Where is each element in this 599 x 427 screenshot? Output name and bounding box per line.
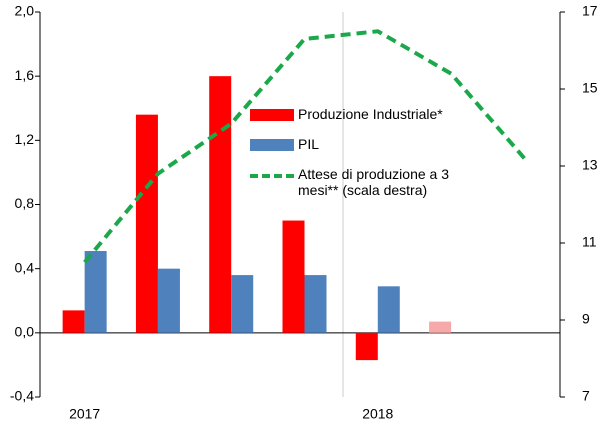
y-tick-label: 0,0 [15, 324, 35, 340]
legend-label: Produzione Industriale* [298, 106, 443, 122]
legend-swatch [250, 109, 294, 121]
bar [135, 114, 158, 333]
y-tick-label: 1,2 [15, 131, 35, 147]
y2-tick-label: 13 [582, 157, 598, 173]
legend-swatch [250, 139, 294, 151]
bar [209, 76, 232, 333]
bar [304, 275, 327, 333]
bar [355, 332, 378, 361]
bar [377, 286, 400, 333]
legend: Produzione Industriale* PIL Attese di prod… [250, 106, 490, 212]
x-tick-label: 2017 [69, 406, 100, 422]
line [83, 29, 526, 264]
legend-swatch [250, 174, 294, 178]
y-tick-label: 0,4 [15, 259, 35, 275]
bar [282, 220, 305, 333]
legend-label: Attese di produzione a 3 mesi** (scala d… [298, 166, 449, 198]
y2-tick-label: 9 [582, 311, 590, 327]
legend-item: Attese di produzione a 3 mesi** (scala d… [250, 166, 490, 198]
bar [429, 321, 452, 333]
y2-tick-label: 17 [582, 3, 598, 19]
y2-tick-label: 7 [582, 388, 590, 404]
bar [157, 268, 180, 333]
y-tick-label: 2,0 [15, 3, 35, 19]
bar [62, 310, 85, 333]
y-tick-label: 1,6 [15, 67, 35, 83]
bar [231, 275, 254, 333]
x-tick-label: 2018 [362, 406, 393, 422]
legend-item: PIL [250, 136, 490, 152]
legend-label: PIL [298, 136, 320, 152]
legend-item: Produzione Industriale* [250, 106, 490, 122]
y-tick-label: 0,8 [15, 195, 35, 211]
y2-tick-label: 15 [582, 80, 598, 96]
y-tick-label: -0,4 [10, 388, 34, 404]
bar [84, 251, 107, 333]
y2-tick-label: 11 [582, 234, 597, 250]
